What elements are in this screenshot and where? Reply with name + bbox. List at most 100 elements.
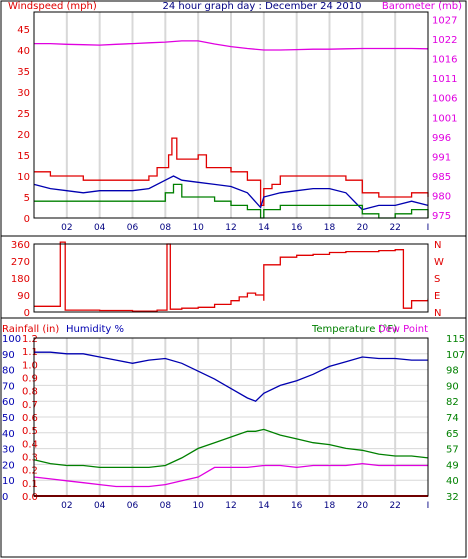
windspeed-tick-label: 0 bbox=[24, 214, 30, 225]
temperature-tick-label: 98 bbox=[446, 366, 459, 377]
temperature-tick-label: 49 bbox=[446, 460, 459, 471]
rain-plot-frame bbox=[33, 337, 429, 497]
windspeed-tick-label: 20 bbox=[17, 130, 30, 141]
temperature-tick-label: 40 bbox=[446, 476, 459, 487]
graph-title: 24 hour graph day : December 24 2010 bbox=[163, 1, 362, 12]
wind_avg-line bbox=[33, 175, 429, 211]
temperature-tick-label: 107 bbox=[446, 350, 465, 361]
humidity-tick-label: 30 bbox=[2, 445, 15, 456]
wind-direction-line bbox=[34, 241, 428, 312]
compass-tick-label: E bbox=[434, 291, 440, 302]
x-tick-label: 04 bbox=[94, 501, 106, 511]
rainfall-tick-label: 0.1 bbox=[22, 479, 38, 490]
rainfall-axis-label: Rainfall (in) bbox=[2, 324, 59, 335]
x-tick-label: 10 bbox=[192, 223, 204, 233]
temperature-tick-label: 65 bbox=[446, 429, 459, 440]
windspeed-axis-label: Windspeed (mph) bbox=[8, 1, 97, 12]
barometer-tick-label: 1027 bbox=[432, 16, 457, 27]
dew_point-line bbox=[33, 462, 428, 488]
compass-tick-label: W bbox=[434, 257, 444, 268]
windspeed-tick-label: 35 bbox=[17, 67, 30, 78]
rainfall-tick-label: 1.0 bbox=[22, 360, 38, 371]
x-tick-label: 22 bbox=[389, 223, 400, 233]
temperature-tick-label: 74 bbox=[446, 413, 459, 424]
rainfall-tick-label: 1.1 bbox=[22, 347, 38, 358]
barometer-tick-label: 996 bbox=[432, 133, 451, 144]
rainfall-tick-label: 0.0 bbox=[22, 492, 38, 503]
barometer-tick-label: 980 bbox=[432, 191, 451, 202]
temperature-tick-label: 115 bbox=[446, 334, 465, 345]
humidity-tick-label: 0 bbox=[2, 492, 8, 503]
barometer-tick-label: 1011 bbox=[432, 74, 457, 85]
humidity-line bbox=[34, 351, 428, 402]
x-tick-label: 02 bbox=[61, 501, 72, 511]
x-tick-label: 08 bbox=[160, 501, 172, 511]
rainfall-tick-label: 0.5 bbox=[22, 426, 38, 437]
x-tick-label: 06 bbox=[127, 223, 139, 233]
windspeed-tick-label: 10 bbox=[17, 172, 30, 183]
x-tick-label: 14 bbox=[258, 501, 270, 511]
wind-line bbox=[34, 137, 429, 207]
temperature-tick-label: 32 bbox=[446, 492, 459, 503]
direction-plot-frame bbox=[33, 243, 429, 313]
x-tick-label: 10 bbox=[192, 501, 204, 511]
temperature-axis-label: Temperature (°F) bbox=[311, 324, 397, 335]
x-tick-label: 04 bbox=[94, 223, 106, 233]
windspeed-tick-label: 30 bbox=[17, 88, 30, 99]
windspeed-tick-label: 5 bbox=[24, 193, 30, 204]
barometer-tick-label: 985 bbox=[432, 172, 451, 183]
barometer-tick-label: 1001 bbox=[432, 113, 457, 124]
barometer-tick-label: 1006 bbox=[432, 94, 457, 105]
x-tick-label: 20 bbox=[357, 501, 369, 511]
direction-tick-label: 90 bbox=[17, 291, 30, 302]
x-tick-label: 16 bbox=[291, 501, 303, 511]
rainfall-tick-label: 0.4 bbox=[22, 439, 38, 450]
x-tick-label: 18 bbox=[324, 223, 336, 233]
x-tick-label: 18 bbox=[324, 501, 336, 511]
rainfall-tick-label: 0.7 bbox=[22, 400, 38, 411]
rain-humidity-temperature-panel: 02 04 06 08 10 12 14 16 18 20 22 I 0.0 0.1 0.2 0.3 0.4 0.… bbox=[2, 334, 465, 511]
temperature-tick-label: 57 bbox=[446, 445, 459, 456]
dew-point-axis-label: Dew Point bbox=[378, 324, 428, 335]
temperature-line bbox=[33, 428, 429, 469]
wind-barometer-panel: 02 04 06 08 10 12 14 16 18 20 22 I 0 5 10 15 20 25 30 35 40 4… bbox=[17, 11, 457, 233]
x-tick-label: 20 bbox=[357, 223, 369, 233]
wind_low-line bbox=[34, 183, 429, 219]
x-tick-label: 12 bbox=[225, 501, 236, 511]
humidity-tick-label: 20 bbox=[2, 460, 15, 471]
windspeed-tick-label: 25 bbox=[17, 109, 30, 120]
barometer-tick-label: 991 bbox=[432, 152, 451, 163]
rainfall-tick-label: 0.2 bbox=[22, 466, 38, 477]
rainfall-tick-label: 0.8 bbox=[22, 387, 38, 398]
barometer-tick-label: 975 bbox=[432, 211, 451, 222]
direction-tick-label: 0 bbox=[24, 308, 30, 319]
x-tick-label: 16 bbox=[291, 223, 303, 233]
rain-panel-border bbox=[0, 317, 467, 558]
humidity-tick-label: 40 bbox=[2, 429, 15, 440]
x-tick-label: 08 bbox=[160, 223, 172, 233]
humidity-tick-label: 90 bbox=[2, 350, 15, 361]
windspeed-tick-label: 15 bbox=[17, 151, 30, 162]
humidity-tick-label: 100 bbox=[2, 334, 21, 345]
compass-tick-label: N bbox=[434, 308, 441, 319]
x-tick-label: 02 bbox=[61, 223, 72, 233]
windspeed-tick-label: 45 bbox=[17, 25, 30, 36]
rainfall-tick-label: 1.2 bbox=[22, 334, 38, 345]
rainfall-tick-label: 0.6 bbox=[22, 413, 38, 424]
humidity-tick-label: 60 bbox=[2, 397, 15, 408]
compass-tick-label: S bbox=[434, 274, 440, 285]
compass-tick-label: N bbox=[434, 240, 441, 251]
humidity-axis-label: Humidity % bbox=[66, 324, 124, 335]
rainfall-tick-label: 0.9 bbox=[22, 374, 38, 385]
x-tick-label: I bbox=[427, 501, 430, 511]
windspeed-tick-label: 40 bbox=[17, 46, 30, 57]
x-tick-label: 22 bbox=[389, 501, 400, 511]
temperature-tick-label: 90 bbox=[446, 381, 459, 392]
wind-plot-frame bbox=[33, 11, 429, 219]
barometer-line bbox=[34, 40, 429, 51]
x-tick-label: 06 bbox=[127, 501, 139, 511]
barometer-axis-label: Barometer (mb) bbox=[382, 1, 462, 12]
